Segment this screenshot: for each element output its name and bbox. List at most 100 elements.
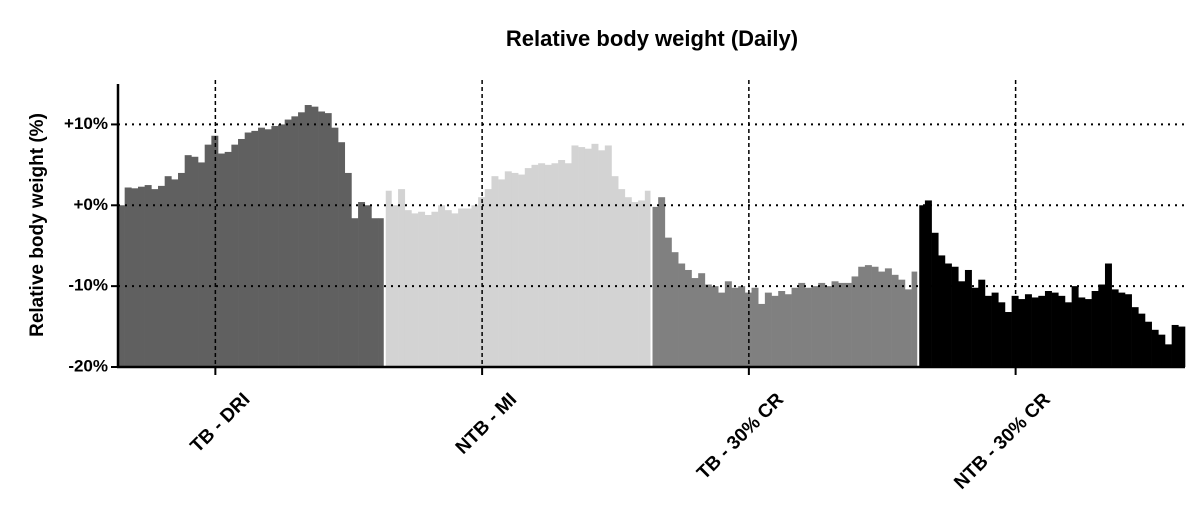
bar [1084,299,1092,367]
bar [491,176,499,367]
bar [931,232,939,367]
bar [1071,286,1079,367]
bar [524,168,532,367]
bar [298,112,306,367]
bar [858,266,866,367]
bar [284,119,292,367]
bar [1018,299,1026,367]
bar [604,145,612,367]
bar [978,279,986,367]
bar [851,276,859,367]
bar [131,188,139,367]
bar [831,281,839,367]
bar [511,172,519,367]
bar [304,105,312,367]
bar [358,202,366,367]
bar [784,294,792,367]
bar [991,292,999,367]
bar [1038,295,1046,367]
bar [1011,295,1019,367]
bar [844,282,852,367]
bar [1058,295,1066,367]
bar [344,172,352,367]
bar [404,210,412,367]
bar [318,111,326,368]
bar [924,200,932,367]
bar [1064,302,1072,367]
bar [198,162,205,367]
bar [544,164,552,367]
bar [664,237,672,367]
bar [598,150,606,367]
bar [771,295,779,367]
bar [758,303,766,367]
bar [751,287,759,367]
bar [238,138,246,367]
bar [698,273,706,367]
bar [704,284,712,367]
bar [971,287,979,367]
bar [451,213,459,367]
bar [458,208,466,367]
bar [1024,294,1032,367]
bar [538,163,546,367]
bar [1078,297,1086,367]
bar [138,186,145,367]
bar [1158,334,1166,367]
bar [324,113,332,367]
x-tick-label: TB - DRI [187,389,255,457]
bar [584,148,592,367]
bar [824,286,832,367]
bar [504,171,512,367]
bar [1091,290,1099,367]
bar [278,124,286,367]
bar [291,116,299,367]
bar [984,295,992,367]
bar [264,129,272,367]
bar [804,287,812,367]
bar [144,185,152,367]
bar [244,132,252,367]
bar [918,205,926,367]
bar [898,279,906,367]
bar [498,179,506,367]
bar [464,208,472,367]
bar [218,153,225,367]
bar [158,185,165,367]
bar [1138,313,1146,367]
bar [711,286,719,367]
bar [731,287,739,367]
bar [791,287,799,367]
bar [624,197,632,367]
bar [718,292,726,367]
bar [938,255,946,367]
bar [398,189,406,367]
bar [311,106,319,367]
bar [1118,292,1126,367]
bar [204,144,212,367]
bar [818,282,826,367]
bar [271,126,279,367]
bar [744,292,752,367]
bar [371,218,379,367]
bar [798,282,806,367]
bar [904,289,912,367]
bar [518,174,526,367]
bar [164,176,172,367]
bar [864,265,872,367]
bar [691,278,699,367]
bar [338,142,346,367]
bar [1004,312,1012,367]
bar [1124,294,1132,367]
bar [998,302,1006,367]
bar [151,189,159,367]
bar [444,210,452,367]
bar [678,263,686,367]
bar [484,189,492,367]
bar [184,155,192,367]
bar [364,205,372,367]
bar [1144,321,1152,367]
bar [944,263,952,367]
bar [331,127,339,367]
